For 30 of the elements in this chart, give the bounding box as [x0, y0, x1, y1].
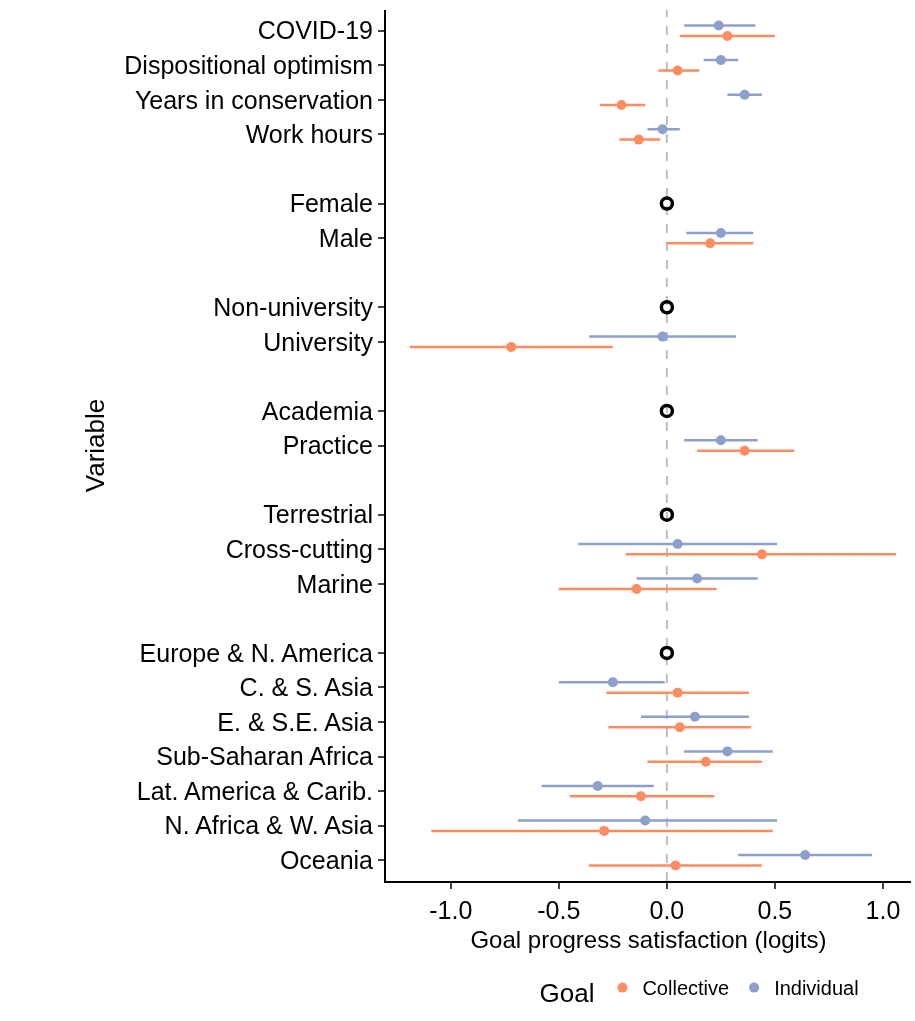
- x-tick-label: -0.5: [537, 896, 581, 924]
- y-tick-label: COVID-19: [257, 16, 373, 45]
- y-tick-label: Dispositional optimism: [124, 51, 373, 80]
- y-tick-label: Male: [318, 223, 373, 252]
- y-tick-label: Cross-cutting: [225, 534, 373, 563]
- y-tick-label: E. & S.E. Asia: [217, 707, 374, 736]
- legend-title: Goal: [539, 977, 595, 1008]
- x-tick-label: 1.0: [865, 896, 901, 924]
- y-tick-label: Non-university: [213, 293, 374, 321]
- x-tick-label: 0.5: [757, 896, 793, 924]
- y-tick-label: Sub-Saharan Africa: [156, 742, 374, 771]
- y-tick-label: Marine: [296, 569, 373, 598]
- y-tick-label: Work hours: [245, 120, 373, 149]
- x-tick-label: 0.0: [649, 896, 685, 924]
- y-tick-label: Female: [289, 189, 373, 218]
- y-tick-label: N. Africa & W. Asia: [164, 811, 374, 840]
- y-tick-label: Lat. America & Carib.: [136, 776, 373, 805]
- x-tick-label: -1.0: [429, 896, 473, 924]
- legend-label: Individual: [774, 977, 859, 1000]
- x-axis-title: Goal progress satisfaction (logits): [470, 925, 827, 953]
- y-tick-label: Europe & N. America: [139, 638, 374, 667]
- y-tick-label: Years in conservation: [134, 85, 373, 114]
- y-tick-label: Academia: [261, 396, 374, 425]
- y-tick-label: C. & S. Asia: [239, 673, 374, 702]
- y-tick-label: Practice: [282, 431, 373, 460]
- y-tick-label: Oceania: [279, 846, 374, 875]
- y-tick-label: University: [263, 327, 374, 356]
- y-axis-title: Variable: [80, 398, 111, 493]
- legend-label: Collective: [642, 977, 730, 1000]
- y-tick-label: Terrestrial: [263, 500, 373, 529]
